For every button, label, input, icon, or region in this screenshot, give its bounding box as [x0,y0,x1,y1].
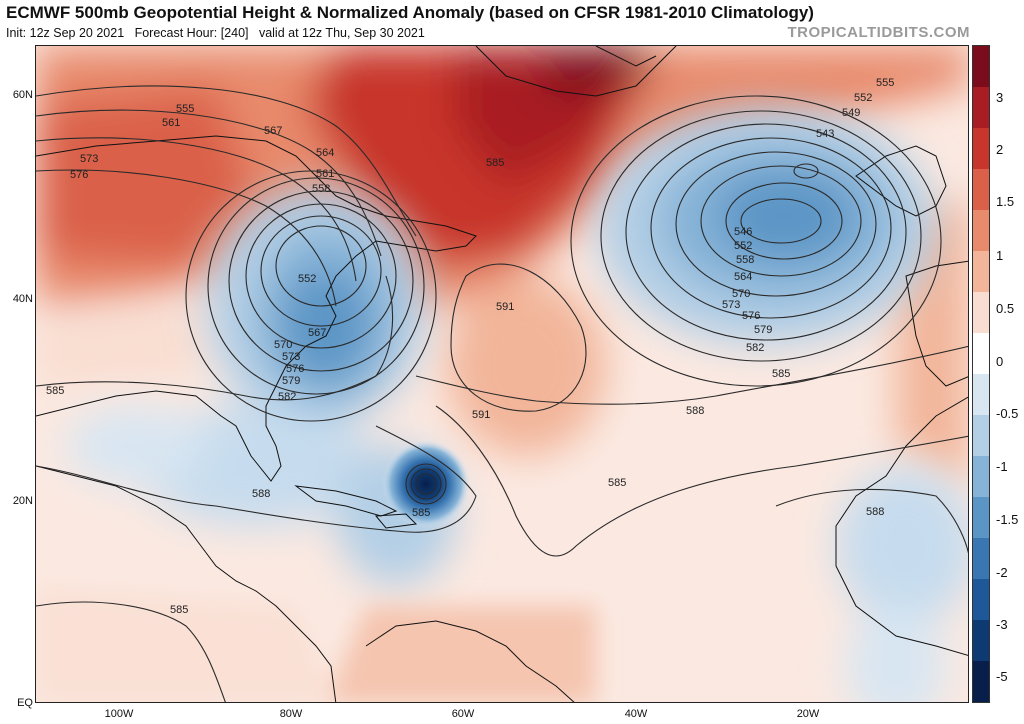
site-watermark: TROPICALTIDBITS.COM [787,24,970,41]
contour-label: 555 [176,103,194,115]
contour-label: 585 [486,157,504,169]
contour-label: 561 [316,168,334,180]
contour-label: 558 [312,183,330,195]
anomaly-shading [36,46,968,702]
contour-label: 573 [722,299,740,311]
colorbar-segment [973,251,989,292]
contour-label: 564 [734,271,752,283]
colorbar-label: 2 [996,142,1004,157]
contour-label: 579 [282,375,300,387]
colorbar-label: 1 [996,248,1004,263]
colorbar-label: -2 [996,565,1008,580]
colorbar-segment [973,333,989,374]
colorbar-segment [973,620,989,661]
contour-label: 552 [734,240,752,252]
colorbar-label: -3 [996,617,1008,632]
lon-label-80w: 80W [279,708,303,720]
colorbar-segment [973,538,989,579]
contour-label: 543 [816,128,834,140]
colorbar-segment [973,374,989,415]
colorbar-label: 0 [996,354,1004,369]
map-subtitle: Init: 12z Sep 20 2021 Forecast Hour: [24… [6,26,425,40]
contour-labels: 555 561 567 573 576 564 561 558 585 552 … [46,77,894,616]
contour-label: 582 [278,391,296,403]
map-canvas: 555 561 567 573 576 564 561 558 585 552 … [36,46,968,702]
contour-label: 567 [264,125,282,137]
contour-label: 576 [286,363,304,375]
colorbar-segment [973,87,989,128]
contour-label: 555 [876,77,894,89]
colorbar-label: -1 [996,459,1008,474]
lat-label-eq: EQ [17,697,33,709]
colorbar-segment [973,292,989,333]
contour-label: 564 [316,147,334,159]
lon-label-60w: 60W [451,708,475,720]
anomaly-map: 555 561 567 573 576 564 561 558 585 552 … [35,45,969,703]
contour-label: 585 [608,477,626,489]
colorbar-segment [973,661,989,702]
colorbar-label: 1.5 [996,194,1015,209]
lon-label-100w: 100W [104,708,134,720]
contour-label: 567 [308,327,326,339]
colorbar-segment [973,128,989,169]
colorbar-label: -5 [996,669,1008,684]
contour-label: 579 [754,324,772,336]
lon-label-40w: 40W [624,708,648,720]
lat-label-20n: 20N [12,495,33,507]
colorbar-segment [973,415,989,456]
contour-label: 573 [80,153,98,165]
contour-label: 582 [746,342,764,354]
contour-label: 552 [854,92,872,104]
lon-label-20w: 20W [796,708,820,720]
map-title: ECMWF 500mb Geopotential Height & Normal… [6,3,814,22]
contour-label: 591 [472,409,490,421]
colorbar-segment [973,46,989,87]
forecast-hour: Forecast Hour: [240] [134,26,249,40]
contour-label: 570 [274,339,292,351]
contour-label: 576 [742,310,760,322]
colorbar-segment [973,456,989,497]
contour-label: 588 [252,488,270,500]
contour-label: 585 [170,604,188,616]
contour-label: 588 [866,506,884,518]
contour-label: 558 [736,254,754,266]
lat-label-40n: 40N [12,293,33,305]
colorbar-label: -1.5 [996,512,1019,527]
colorbar-label: 0.5 [996,301,1015,316]
contour-label: 561 [162,117,180,129]
contour-label: 591 [496,301,514,313]
init-time: Init: 12z Sep 20 2021 [6,26,125,40]
contour-label: 585 [772,368,790,380]
contour-label: 570 [732,288,750,300]
colorbar-segment [973,169,989,210]
contour-label: 585 [46,385,64,397]
height-contours [36,85,968,702]
lat-label-60n: 60N [12,89,33,101]
colorbar-label: -0.5 [996,406,1019,421]
colorbar-segment [973,579,989,620]
colorbar-label: 3 [996,90,1004,105]
contour-label: 588 [686,405,704,417]
contour-label: 573 [282,351,300,363]
contour-label: 549 [842,107,860,119]
colorbar-segment [973,497,989,538]
colorbar [972,45,990,703]
colorbar-segment [973,210,989,251]
contour-label: 552 [298,273,316,285]
valid-time: valid at 12z Thu, Sep 30 2021 [258,26,425,40]
contour-label: 585 [412,507,430,519]
contour-label: 576 [70,169,88,181]
contour-label: 546 [734,226,752,238]
